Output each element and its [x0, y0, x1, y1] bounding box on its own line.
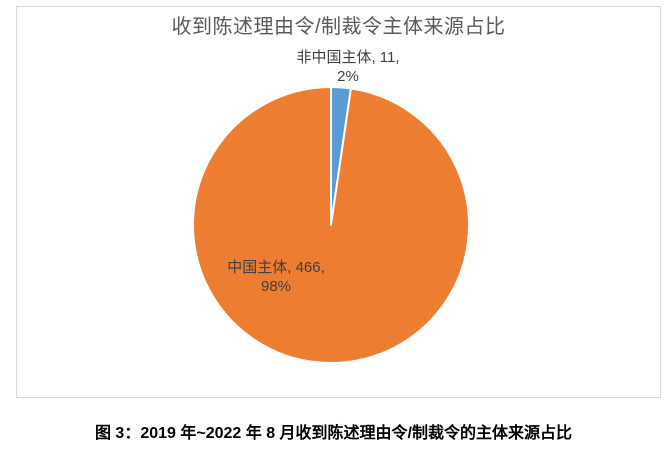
data-label-line: 中国主体, 466,	[227, 259, 325, 276]
data-label-china: 中国主体, 466, 98%	[186, 258, 366, 296]
data-label-line: 2%	[337, 68, 359, 85]
data-label-line: 98%	[260, 278, 292, 295]
pie-slice-china	[192, 86, 470, 364]
data-label-line: 非中国主体, 11,	[296, 49, 400, 66]
data-label-non-china: 非中国主体, 11, 2%	[258, 48, 438, 86]
figure-caption: 图 3：2019 年~2022 年 8 月收到陈述理由令/制裁令的主体来源占比	[94, 425, 572, 442]
chart-title: 收到陈述理由令/制裁令主体来源占比	[171, 16, 506, 38]
